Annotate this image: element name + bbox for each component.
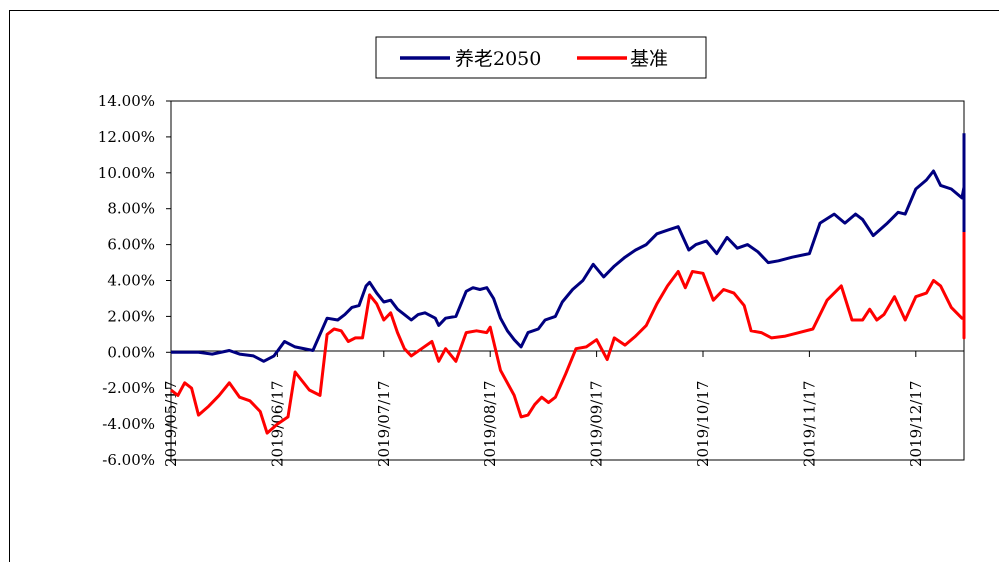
y-tick-label: 12.00% (98, 128, 155, 146)
x-tick-label: 2019/12/17 (907, 381, 925, 467)
chart-frame (9, 10, 999, 562)
y-tick-label: 14.00% (98, 92, 155, 110)
series-line-2 (170, 232, 966, 435)
legend-label-series-1: 养老2050 (455, 48, 541, 70)
x-tick-label: 2019/07/17 (375, 381, 393, 467)
series-group (170, 133, 966, 435)
y-tick-label: -6.00% (102, 451, 155, 469)
y-tick-label: 8.00% (107, 200, 155, 218)
y-axis: 14.00% 12.00% 10.00% 8.00% 6.00% 4.00% 2.00% 0.… (98, 92, 171, 469)
x-tick-label: 2019/08/17 (481, 381, 499, 467)
legend: 养老2050 基准 (375, 36, 707, 79)
y-tick-label: 4.00% (107, 272, 155, 290)
legend-label-series-2: 基准 (630, 48, 668, 70)
y-tick-label: 2.00% (107, 307, 155, 325)
x-tick-label: 2019/11/17 (800, 381, 818, 467)
y-tick-label: -4.00% (102, 415, 155, 433)
y-tick-label: 6.00% (107, 236, 155, 254)
y-tick-label: 0.00% (107, 343, 155, 361)
x-tick-label: 2019/10/17 (694, 381, 712, 467)
y-tick-label: -2.00% (102, 379, 155, 397)
x-tick-label: 2019/05/17 (162, 381, 180, 467)
y-tick-label: 10.00% (98, 164, 155, 182)
series-line-1 (171, 133, 966, 363)
x-tick-label: 2019/09/17 (588, 381, 606, 467)
x-axis: 2019/05/17 2019/06/17 2019/07/17 2019/08/17… (162, 351, 925, 467)
